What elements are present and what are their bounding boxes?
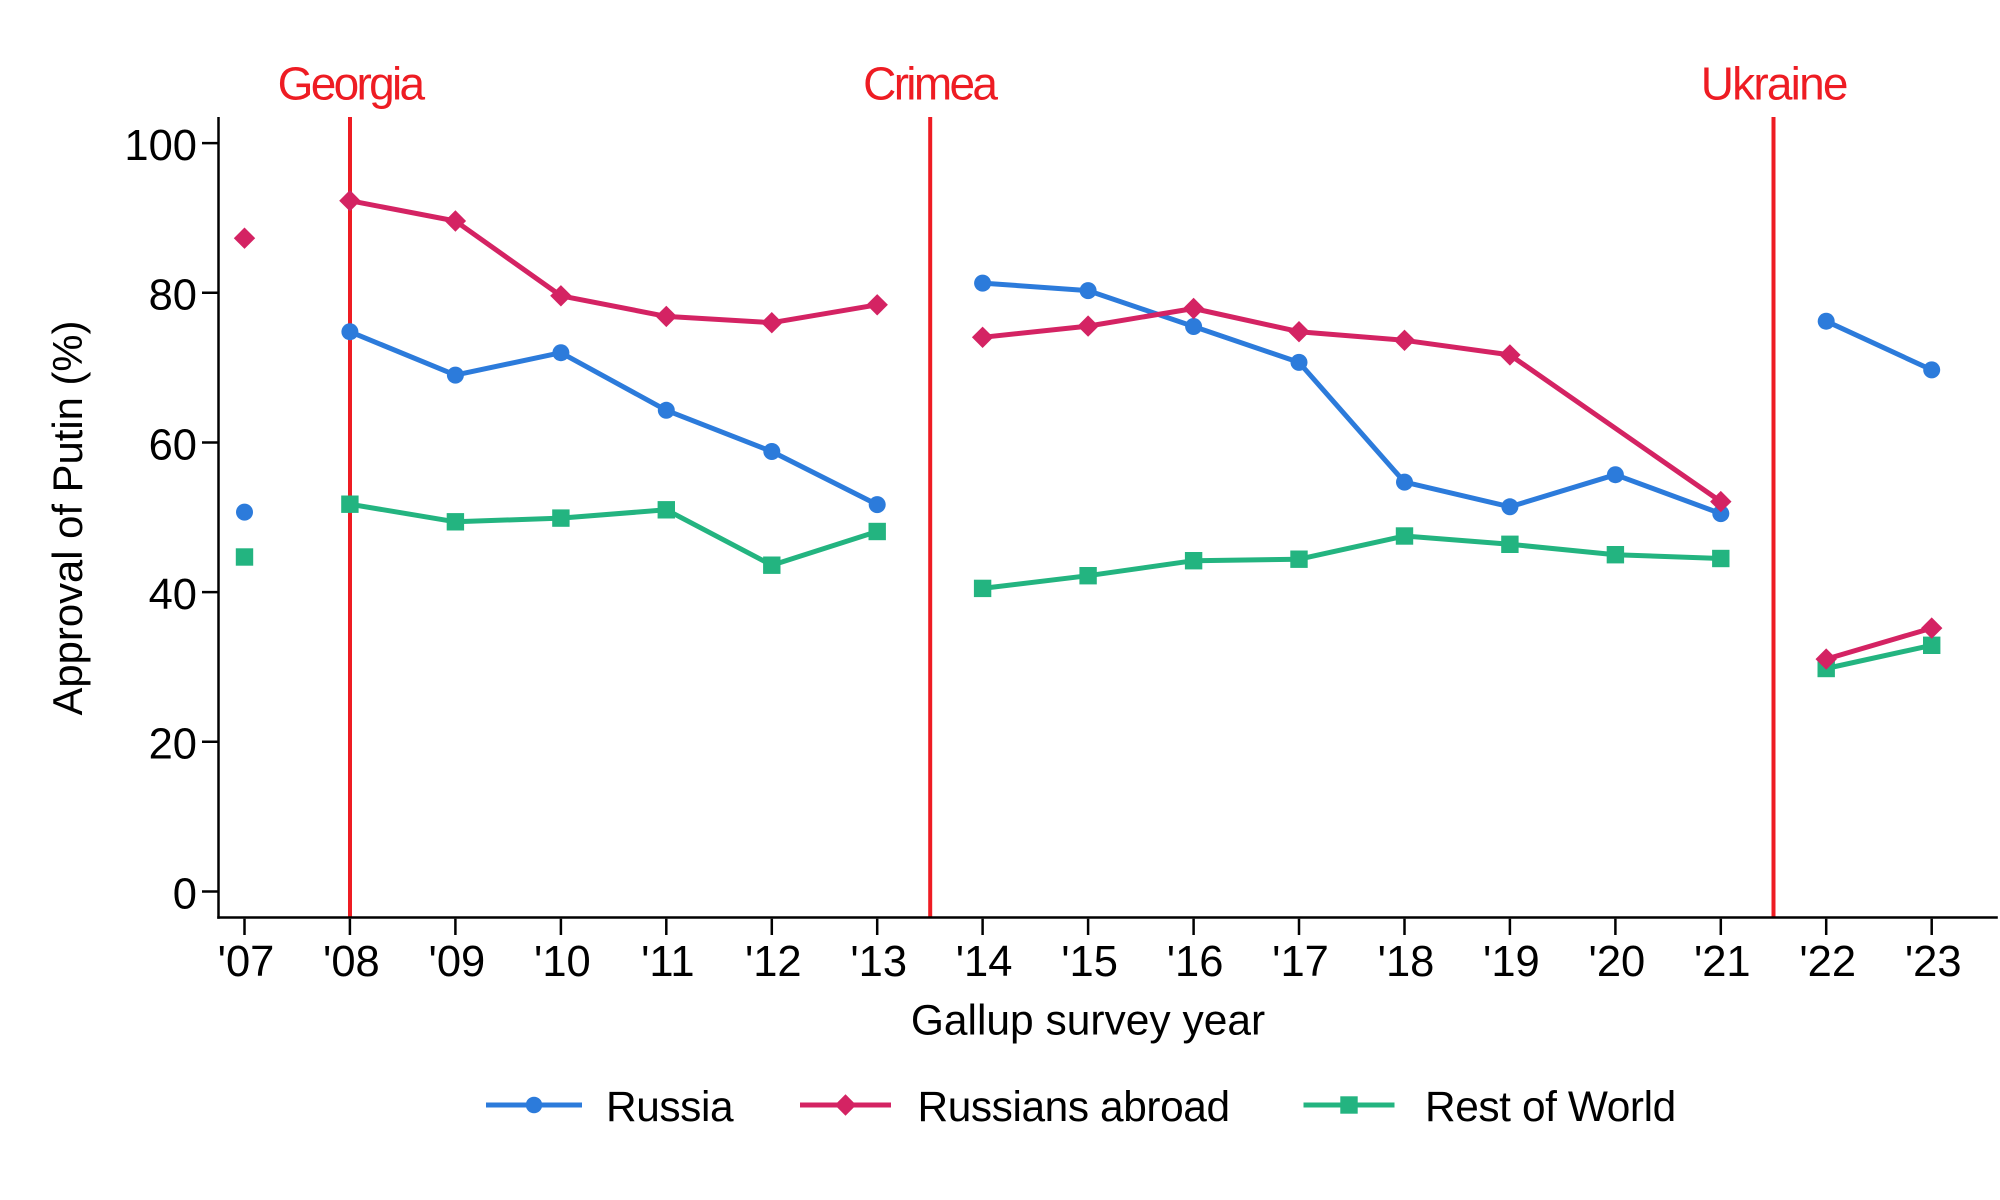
svg-text:'10: '10: [534, 938, 591, 986]
svg-text:'16: '16: [1167, 938, 1224, 986]
svg-text:'11: '11: [641, 938, 694, 986]
svg-text:Russians abroad: Russians abroad: [918, 1083, 1230, 1130]
svg-text:Rest of World: Rest of World: [1425, 1083, 1676, 1130]
svg-text:'23: '23: [1905, 938, 1962, 986]
svg-text:'14: '14: [956, 938, 1013, 986]
svg-text:'15: '15: [1061, 938, 1118, 986]
svg-text:'08: '08: [323, 938, 380, 986]
svg-text:'22: '22: [1799, 938, 1856, 986]
svg-text:'17: '17: [1272, 938, 1329, 986]
svg-text:80: 80: [149, 272, 197, 320]
svg-text:'19: '19: [1483, 938, 1540, 986]
svg-text:'13: '13: [850, 938, 907, 986]
svg-text:Russia: Russia: [606, 1083, 734, 1130]
svg-text:'21: '21: [1694, 938, 1751, 986]
svg-text:20: 20: [149, 721, 197, 769]
svg-text:Approval of Putin (%): Approval of Putin (%): [44, 321, 91, 716]
svg-text:60: 60: [149, 421, 197, 469]
svg-text:100: 100: [124, 122, 197, 170]
svg-text:'07: '07: [218, 938, 275, 986]
svg-text:'09: '09: [429, 938, 486, 986]
svg-text:40: 40: [149, 571, 197, 619]
svg-text:Georgia: Georgia: [278, 58, 426, 110]
svg-text:'18: '18: [1378, 938, 1435, 986]
svg-text:0: 0: [173, 870, 197, 918]
svg-text:'20: '20: [1589, 938, 1646, 986]
svg-text:'12: '12: [745, 938, 802, 986]
svg-text:Crimea: Crimea: [863, 58, 998, 110]
svg-text:Ukraine: Ukraine: [1701, 58, 1847, 110]
svg-text:Gallup survey year: Gallup survey year: [911, 998, 1265, 1045]
